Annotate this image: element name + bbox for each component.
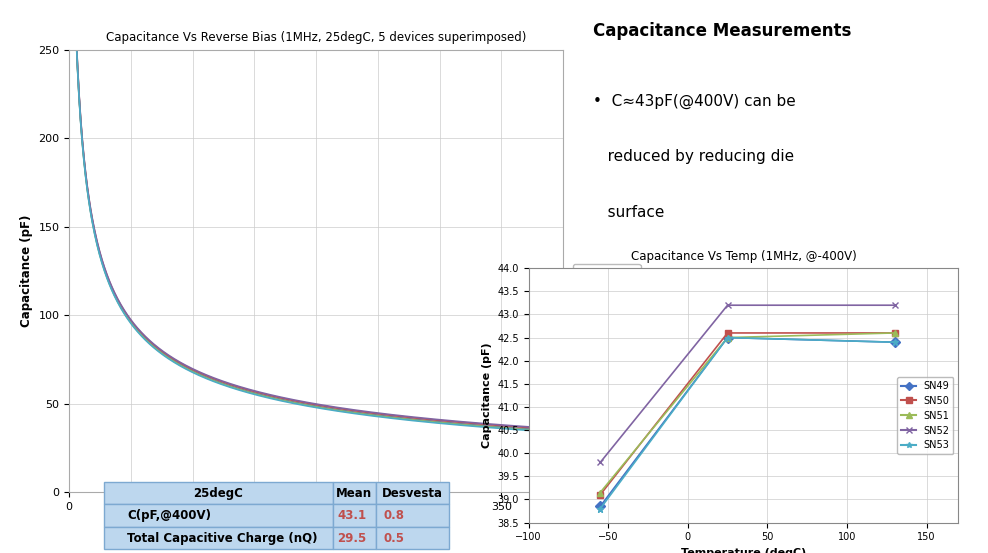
SN50 <box>721 330 733 336</box>
Legend: SN85, SN86, SN87, SN88, SN89: SN85, SN86, SN87, SN88, SN89 <box>573 264 640 349</box>
Title: Capacitance Vs Reverse Bias (1MHz, 25degC, 5 devices superimposed): Capacitance Vs Reverse Bias (1MHz, 25deg… <box>106 32 527 44</box>
SN89 <box>153 348 165 355</box>
SN88 <box>356 408 368 414</box>
Line: SN89: SN89 <box>71 0 563 432</box>
SN85 <box>557 428 569 435</box>
SN89 <box>436 420 448 427</box>
X-axis label: Temperature (degC): Temperature (degC) <box>681 548 806 553</box>
Line: SN49: SN49 <box>597 334 898 510</box>
Y-axis label: Capacitance (pF): Capacitance (pF) <box>20 215 33 327</box>
SN88 <box>394 413 406 419</box>
SN85 <box>356 410 368 416</box>
SN87 <box>436 419 448 426</box>
SN86 <box>153 346 165 352</box>
SN49 <box>594 503 606 510</box>
SN85 <box>288 399 300 405</box>
SN86 <box>192 369 204 375</box>
SN86 <box>288 397 300 404</box>
SN85 <box>436 419 448 425</box>
SN86 <box>356 408 368 415</box>
SN86 <box>436 418 448 424</box>
Text: •  C≈43pF(@400V) can be: • C≈43pF(@400V) can be <box>593 93 795 108</box>
X-axis label: Reverse Bias (V): Reverse Bias (V) <box>261 518 371 530</box>
Line: SN53: SN53 <box>597 334 898 512</box>
SN88 <box>288 397 300 403</box>
Title: Capacitance Vs Temp (1MHz, @-400V): Capacitance Vs Temp (1MHz, @-400V) <box>630 250 857 263</box>
Line: SN51: SN51 <box>597 330 898 496</box>
SN53 <box>594 505 606 512</box>
Line: SN88: SN88 <box>71 0 563 429</box>
SN89 <box>356 411 368 418</box>
SN88 <box>436 416 448 423</box>
SN87 <box>288 399 300 406</box>
SN52 <box>594 459 606 466</box>
SN87 <box>394 415 406 422</box>
SN50 <box>594 492 606 498</box>
SN51 <box>721 334 733 341</box>
SN88 <box>557 426 569 432</box>
Line: SN85: SN85 <box>71 0 563 431</box>
SN89 <box>394 416 406 422</box>
SN85 <box>394 414 406 421</box>
Line: SN87: SN87 <box>71 0 563 432</box>
Line: SN86: SN86 <box>71 0 563 430</box>
Legend: SN49, SN50, SN51, SN52, SN53: SN49, SN50, SN51, SN52, SN53 <box>897 377 953 455</box>
SN85 <box>192 370 204 377</box>
SN49 <box>889 339 901 346</box>
Text: surface: surface <box>593 205 664 220</box>
SN85 <box>153 347 165 353</box>
SN50 <box>889 330 901 336</box>
SN49 <box>721 334 733 341</box>
SN89 <box>288 400 300 407</box>
Line: SN50: SN50 <box>597 330 898 498</box>
SN52 <box>889 302 901 309</box>
SN86 <box>557 426 569 433</box>
SN89 <box>557 429 569 436</box>
SN87 <box>153 347 165 354</box>
SN51 <box>594 489 606 496</box>
SN88 <box>153 345 165 351</box>
SN88 <box>192 368 204 375</box>
SN87 <box>557 429 569 435</box>
Text: reduced by reducing die: reduced by reducing die <box>593 149 794 164</box>
SN51 <box>889 330 901 336</box>
SN52 <box>721 302 733 309</box>
Line: SN52: SN52 <box>597 302 898 466</box>
SN87 <box>192 371 204 378</box>
Text: Capacitance Measurements: Capacitance Measurements <box>593 22 852 40</box>
SN86 <box>394 413 406 420</box>
SN87 <box>356 410 368 417</box>
Y-axis label: Capacitance (pF): Capacitance (pF) <box>482 342 492 448</box>
SN53 <box>889 339 901 346</box>
SN89 <box>192 372 204 378</box>
SN53 <box>721 334 733 341</box>
